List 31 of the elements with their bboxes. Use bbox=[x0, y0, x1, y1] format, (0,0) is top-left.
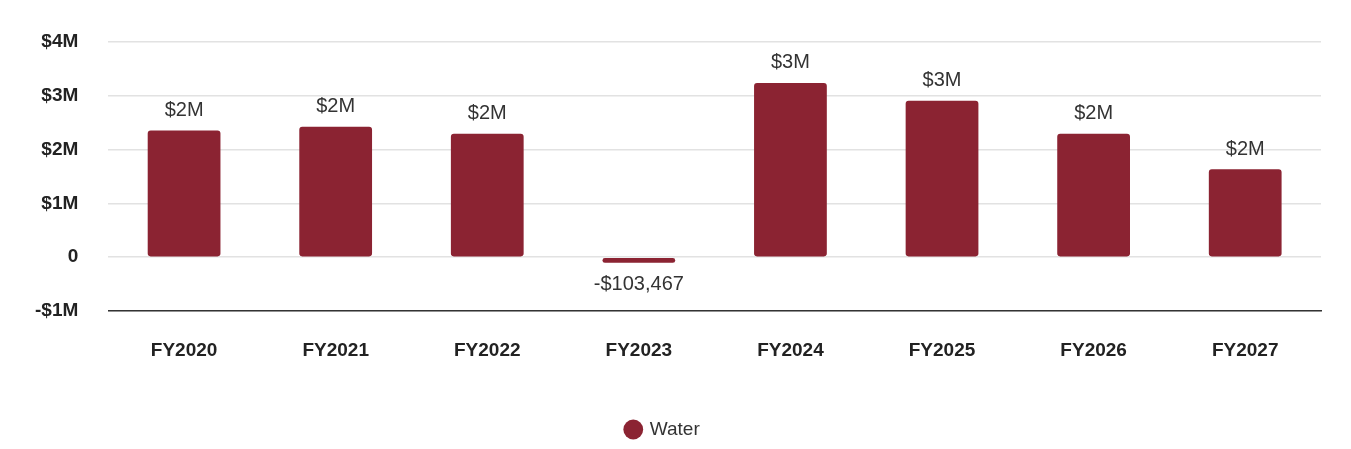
x-tick-label: FY2027 bbox=[1211, 338, 1279, 360]
x-tick-label: FY2020 bbox=[150, 338, 218, 360]
x-tick-label: FY2023 bbox=[605, 338, 673, 360]
x-tick-label: FY2026 bbox=[1060, 338, 1127, 360]
data-label: $2M bbox=[164, 97, 204, 120]
bar bbox=[450, 133, 524, 257]
bar bbox=[299, 126, 373, 257]
y-tick-label: $1M bbox=[41, 191, 79, 213]
bar bbox=[1057, 133, 1130, 257]
bar bbox=[602, 257, 676, 263]
x-tick-label: FY2021 bbox=[302, 338, 370, 360]
data-label: $3M bbox=[770, 50, 810, 73]
data-label: $2M bbox=[316, 94, 356, 117]
bar bbox=[147, 130, 221, 257]
data-label: $3M bbox=[922, 68, 962, 91]
y-tick-label: $2M bbox=[41, 137, 79, 159]
y-tick-label: 0 bbox=[67, 245, 79, 267]
x-tick-label: FY2022 bbox=[453, 338, 521, 360]
bar bbox=[905, 100, 979, 257]
y-tick-label: $3M bbox=[41, 83, 79, 105]
data-label: $2M bbox=[1074, 101, 1114, 124]
data-label: -$103,467 bbox=[593, 272, 684, 295]
bar bbox=[754, 82, 827, 257]
data-label: $2M bbox=[467, 101, 507, 124]
data-label: $2M bbox=[1225, 136, 1265, 159]
y-tick-label: -$1M bbox=[34, 299, 79, 321]
x-tick-label: FY2024 bbox=[757, 338, 825, 360]
x-tick-label: FY2025 bbox=[908, 338, 976, 360]
bar bbox=[1208, 169, 1282, 257]
legend-label: Water bbox=[649, 417, 701, 439]
y-tick-label: $4M bbox=[41, 29, 79, 51]
